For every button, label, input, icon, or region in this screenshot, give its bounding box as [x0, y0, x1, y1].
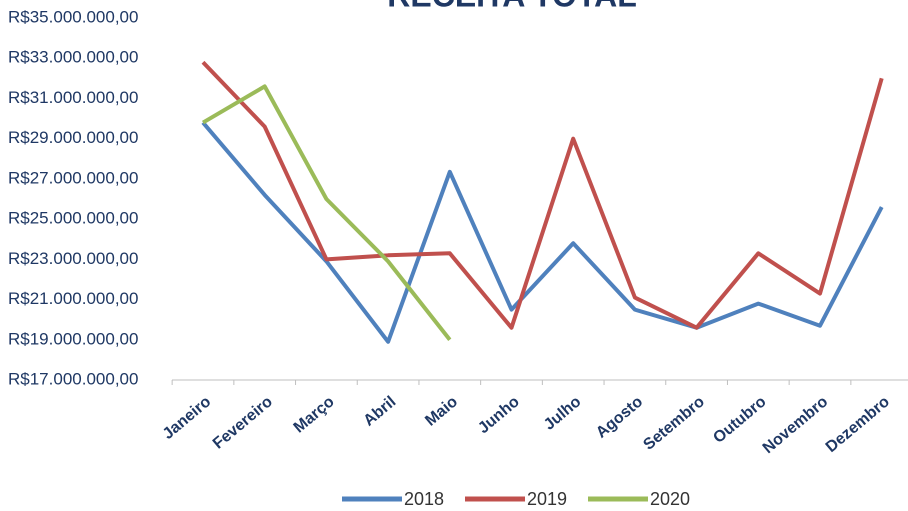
x-tick-label: Dezembro	[823, 393, 893, 456]
x-tick-label: Abril	[361, 393, 400, 429]
x-tick-label: Setembro	[640, 393, 708, 454]
x-tick-label: Julho	[541, 393, 585, 434]
series-line	[201, 60, 884, 330]
y-tick-label: R$33.000.000,00	[8, 48, 138, 67]
y-tick-label: R$29.000.000,00	[8, 128, 138, 147]
legend-label: 2019	[527, 489, 567, 509]
x-tick-label: Novembro	[760, 393, 832, 457]
y-tick-label: R$27.000.000,00	[8, 168, 138, 187]
x-tick-label: Janeiro	[160, 393, 215, 443]
chart-title: RECEITA TOTAL	[387, 0, 636, 13]
x-tick-label: Maio	[422, 393, 461, 430]
y-tick-label: R$31.000.000,00	[8, 88, 138, 107]
y-tick-label: R$21.000.000,00	[8, 289, 138, 308]
x-tick-label: Outubro	[710, 393, 769, 447]
series-line	[201, 84, 452, 342]
y-tick-label: R$17.000.000,00	[8, 369, 138, 388]
y-tick-label: R$23.000.000,00	[8, 249, 138, 268]
x-tick-label: Março	[291, 393, 338, 436]
x-tick-label: Fevereiro	[210, 393, 276, 452]
y-tick-label: R$19.000.000,00	[8, 329, 138, 348]
y-tick-label: R$25.000.000,00	[8, 209, 138, 228]
series-line	[201, 121, 884, 344]
x-tick-label: Junho	[475, 393, 523, 437]
y-tick-label: R$35.000.000,00	[8, 7, 138, 26]
legend-label: 2018	[404, 489, 444, 509]
legend-label: 2020	[650, 489, 690, 509]
x-tick-label: Agosto	[593, 393, 646, 442]
